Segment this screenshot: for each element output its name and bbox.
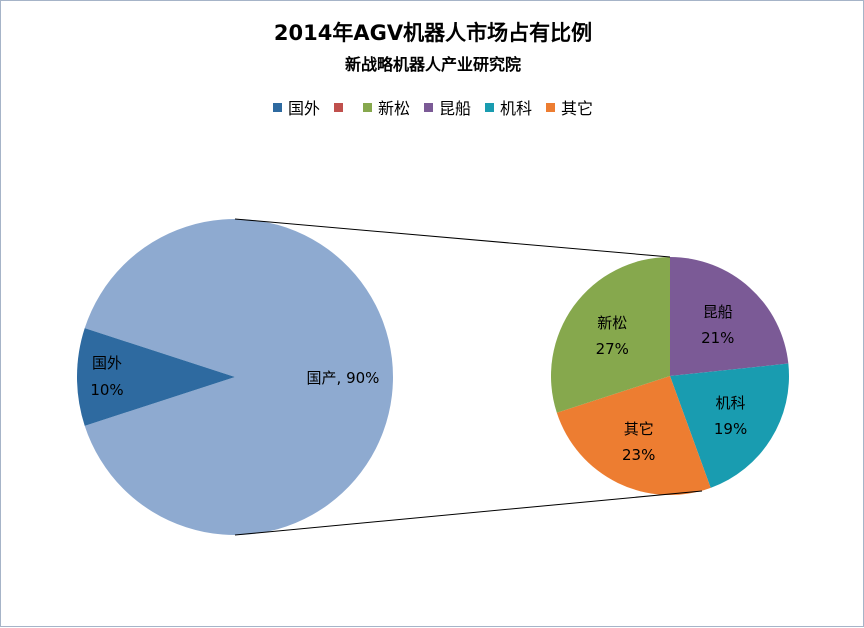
pie-slice-foreign: [76, 328, 235, 426]
legend-swatch: [333, 102, 343, 112]
legend-item: 国外: [272, 95, 320, 119]
data-label-xinsong-value: 27%: [596, 340, 629, 358]
data-label-kunchuan-name: 昆船: [703, 303, 733, 321]
pie-slice-xinsong: [550, 257, 670, 413]
legend-label: 昆船: [438, 99, 471, 118]
pie-slice-kunchuan: [670, 257, 789, 376]
chart-subtitle: 新战略机器人产业研究院: [344, 55, 521, 74]
connector-line-top: [234, 218, 671, 258]
legend-swatch: [362, 102, 372, 112]
pie-slice-jike: [670, 363, 790, 488]
legend-item: 其它: [546, 95, 593, 119]
pie-slice-other: [556, 376, 711, 495]
data-label-domestic: 国产, 90%: [307, 369, 380, 387]
legend-item: 昆船: [423, 95, 471, 119]
data-label-other-value: 23%: [622, 446, 655, 464]
legend-item: 机科: [485, 95, 532, 119]
data-label-foreign-name: 国外: [92, 354, 122, 372]
data-label-foreign-value: 10%: [90, 381, 123, 399]
connector-line-bottom: [234, 490, 703, 536]
legend-swatch: [546, 102, 556, 112]
legend-label: 其它: [561, 99, 594, 118]
legend-item: [333, 95, 349, 119]
data-label-xinsong-name: 新松: [597, 314, 627, 332]
data-label-kunchuan-value: 21%: [701, 329, 734, 347]
data-label-jike-value: 19%: [714, 420, 747, 438]
legend-label: 新松: [377, 99, 410, 118]
data-label-other-name: 其它: [624, 420, 654, 438]
legend-item: 新松: [362, 95, 410, 119]
legend-swatch: [485, 102, 494, 112]
legend-label: 机科: [500, 99, 533, 118]
legend-swatch: [272, 102, 282, 112]
legend-label: 国外: [287, 99, 320, 118]
legend: 国外 新松 昆船 机科 其它: [1, 95, 864, 119]
legend-swatch: [423, 102, 433, 112]
chart-title: 2014年AGV机器人市场占有比例: [273, 21, 593, 45]
pie-slice-domestic: [84, 219, 393, 536]
data-label-jike-name: 机科: [716, 394, 746, 412]
